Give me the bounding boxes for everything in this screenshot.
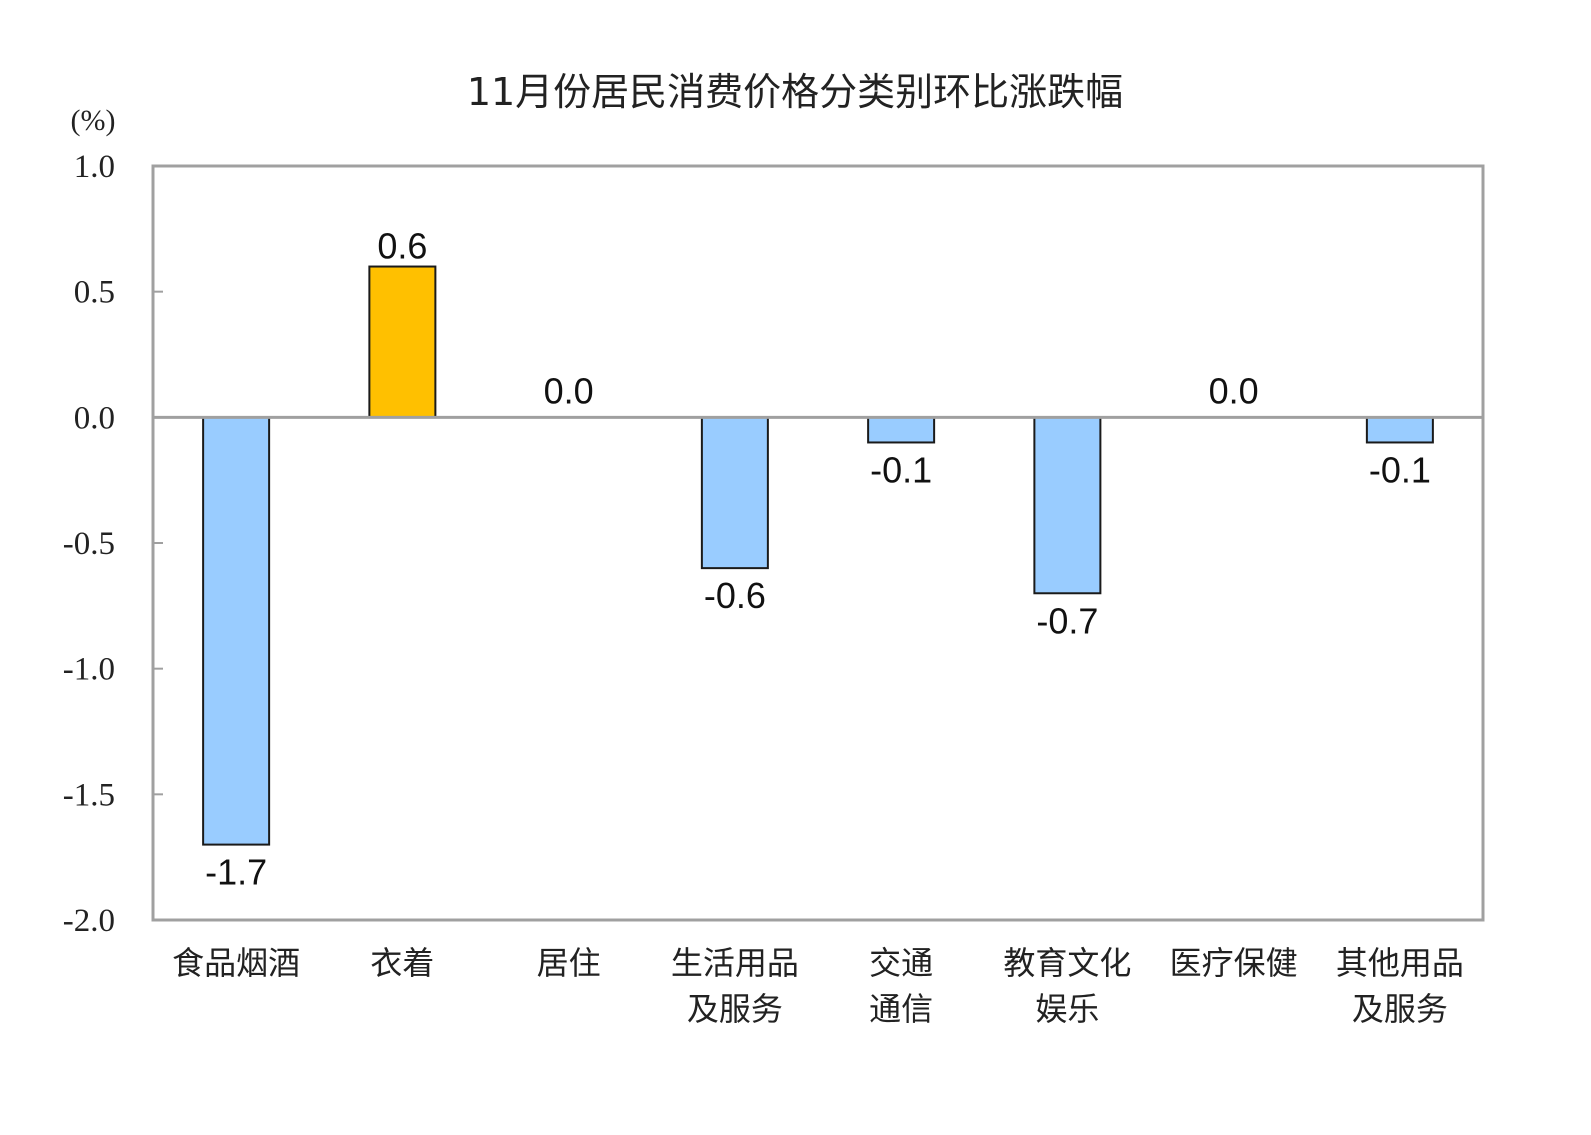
bar bbox=[1033, 416, 1102, 595]
data-label: -0.1 bbox=[1369, 449, 1431, 490]
plot-area-frame bbox=[151, 164, 1485, 922]
y-tick-label: -0.5 bbox=[63, 526, 115, 562]
x-tick-label: 通信 bbox=[869, 990, 933, 1028]
x-tick-label: 娱乐 bbox=[1035, 990, 1099, 1028]
data-label: 0.0 bbox=[544, 370, 594, 411]
x-tick-label: 医疗保健 bbox=[1170, 944, 1298, 982]
x-tick-label: 及服务 bbox=[1352, 990, 1448, 1028]
bar bbox=[368, 265, 437, 419]
x-tick-label: 衣着 bbox=[370, 944, 434, 982]
x-tick-label: 交通 bbox=[869, 944, 933, 982]
bar bbox=[202, 416, 271, 846]
y-tick-label: -2.0 bbox=[63, 903, 115, 939]
x-tick-label: 食品烟酒 bbox=[172, 944, 300, 982]
data-label: -0.1 bbox=[870, 449, 932, 490]
chart-title: 11月份居民消费价格分类别环比涨跌幅 bbox=[467, 70, 1123, 114]
y-tick-label: -1.5 bbox=[63, 777, 115, 813]
x-tick-label: 居住 bbox=[537, 944, 601, 982]
x-tick-label: 教育文化 bbox=[1003, 944, 1131, 982]
y-tick-label: -1.0 bbox=[63, 652, 115, 688]
data-label: -0.7 bbox=[1036, 600, 1098, 641]
x-tick-label: 及服务 bbox=[687, 990, 783, 1028]
bar bbox=[1365, 416, 1434, 444]
y-tick-label: 0.5 bbox=[74, 275, 115, 311]
x-tick-label: 其他用品 bbox=[1336, 944, 1464, 982]
x-tick-label: 生活用品 bbox=[671, 944, 799, 982]
bar bbox=[700, 416, 769, 570]
data-label: -0.6 bbox=[704, 575, 766, 616]
y-axis-unit: (%) bbox=[71, 104, 116, 137]
bar bbox=[867, 416, 936, 444]
data-label: 0.6 bbox=[377, 226, 427, 267]
data-label: 0.0 bbox=[1209, 370, 1259, 411]
data-label: -1.7 bbox=[205, 852, 267, 893]
y-tick-label: 1.0 bbox=[74, 149, 115, 185]
y-tick-label: 0.0 bbox=[74, 400, 115, 436]
